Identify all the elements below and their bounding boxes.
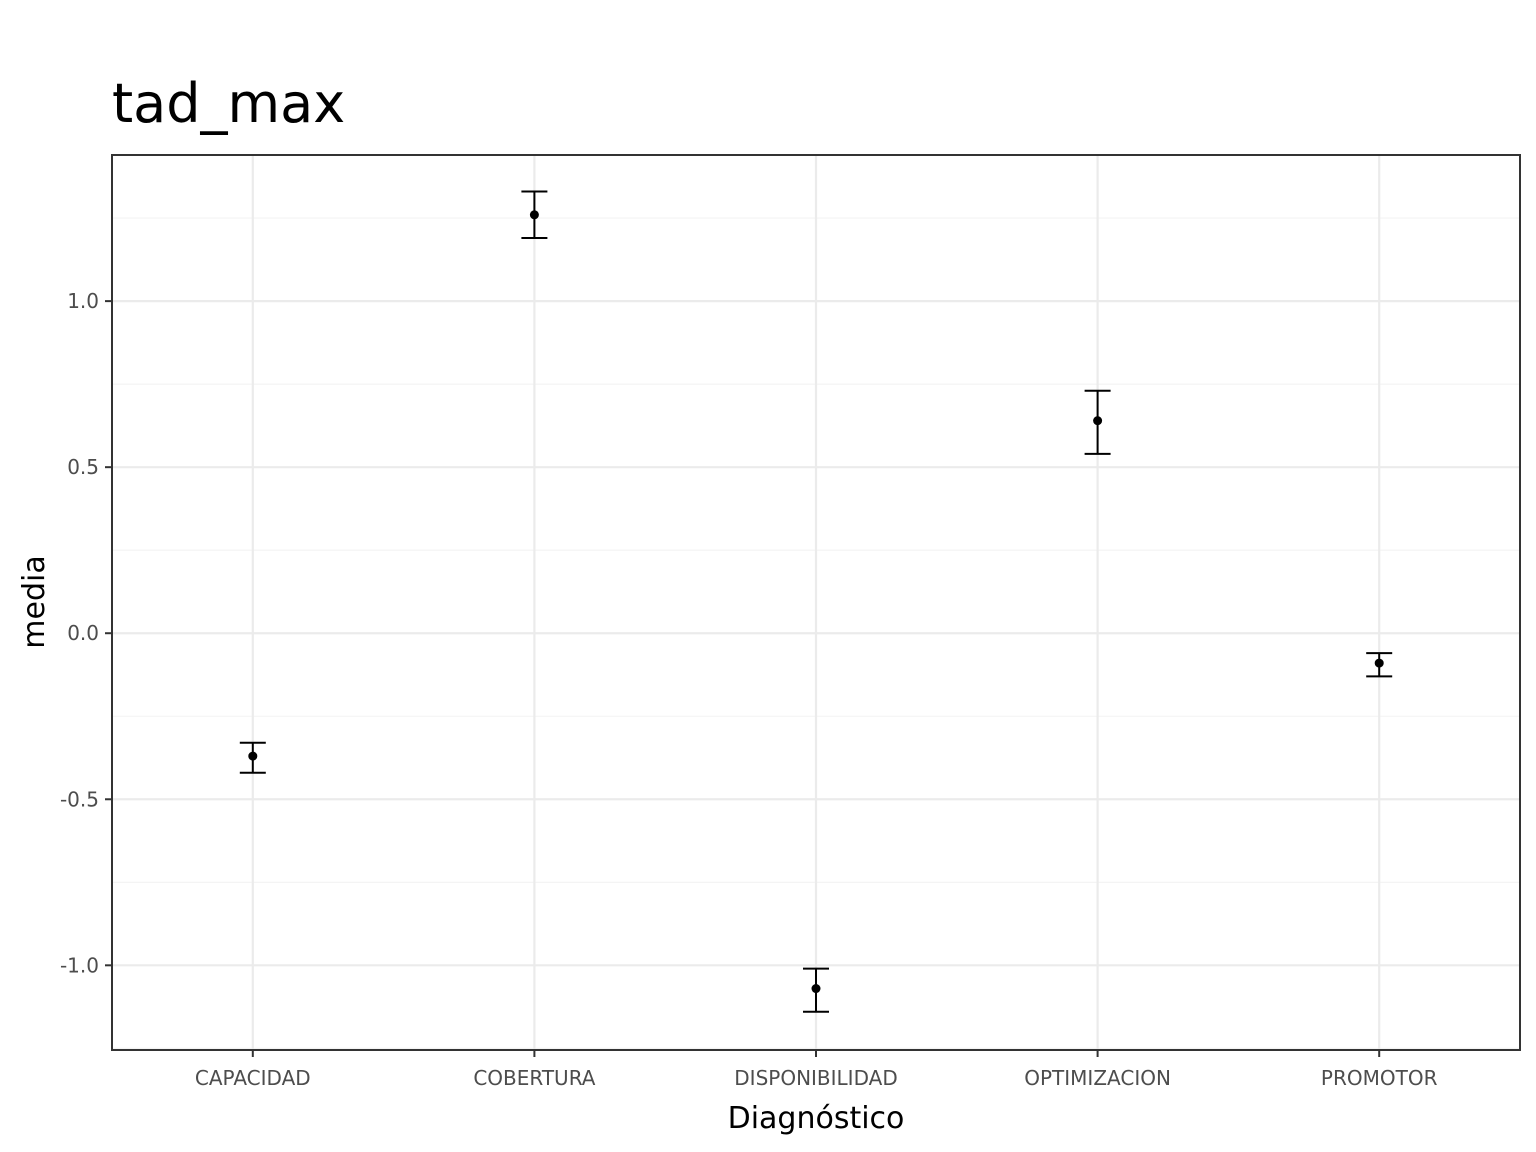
y-tick-label: 1.0: [67, 289, 99, 313]
data-point: [1093, 416, 1103, 426]
x-tick-label: CAPACIDAD: [195, 1066, 311, 1090]
data-marks: [239, 190, 1393, 1013]
y-tick-label: -1.0: [60, 953, 99, 977]
data-point: [1374, 658, 1384, 668]
x-tick-label: DISPONIBILIDAD: [734, 1066, 897, 1090]
data-point: [811, 984, 821, 994]
y-axis-title: media: [17, 555, 52, 648]
x-tick-label: PROMOTOR: [1321, 1066, 1438, 1090]
x-tick-label: OPTIMIZACION: [1024, 1066, 1171, 1090]
y-tick-label: 0.0: [67, 621, 99, 645]
x-axis-title: Diagnóstico: [728, 1101, 905, 1136]
y-tick-label: -0.5: [60, 787, 99, 811]
data-point: [529, 210, 539, 220]
x-tick-label: COBERTURA: [473, 1066, 595, 1090]
y-tick-label: 0.5: [67, 455, 99, 479]
data-point: [248, 751, 258, 761]
grid-lines: [112, 155, 1520, 1050]
chart-title: tad_max: [112, 72, 345, 135]
axes: -1.0 -0.5 0.0 0.5 1.0 CAPACIDAD COBERTURA DISPO…: [60, 289, 1438, 1090]
